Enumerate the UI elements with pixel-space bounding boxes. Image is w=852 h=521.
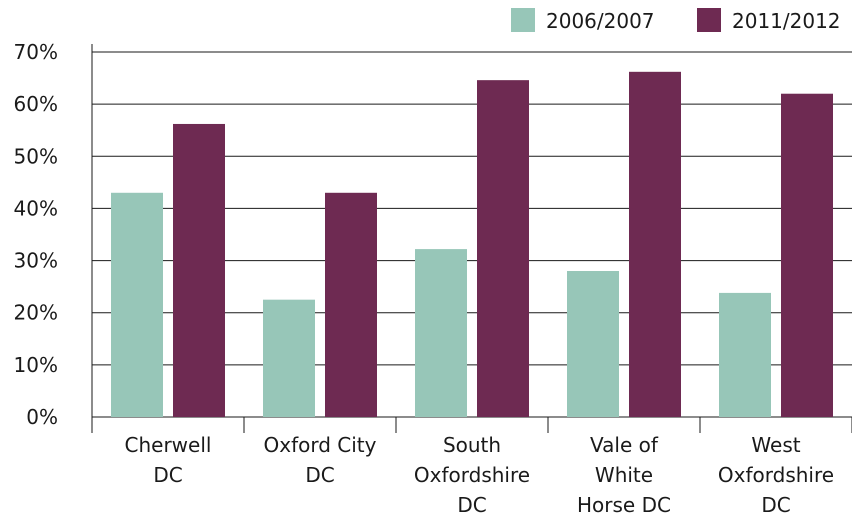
x-category-label-line: South [443, 433, 501, 457]
x-category-label: South Oxfordshire DC [414, 433, 530, 517]
x-category-label: Vale of White Horse DC [577, 433, 671, 517]
bar-2006-2007-0 [111, 192, 163, 417]
y-tick-label: 30% [14, 249, 58, 273]
y-tick-label: 70% [14, 40, 58, 64]
legend: 2006/2007 2011/2012 [511, 8, 841, 33]
legend-swatch [511, 8, 535, 32]
x-category-label-line: West [751, 433, 800, 457]
x-category-label-line: Oxford City [264, 433, 377, 457]
bar-2011-2012-4 [781, 93, 833, 417]
y-tick-label: 40% [14, 196, 58, 220]
x-category-label-line: DC [457, 493, 486, 517]
x-axis: Cherwell DC Oxford City DC South Oxfordshire D… [91, 417, 852, 517]
bar-2011-2012-2 [477, 80, 529, 418]
bar-2011-2012-3 [629, 71, 681, 418]
legend-label: 2011/2012 [732, 9, 841, 33]
y-tick-label: 20% [14, 301, 58, 325]
bar-2006-2007-3 [567, 271, 619, 417]
y-tick-label: 10% [14, 353, 58, 377]
y-tick-label: 50% [14, 144, 58, 168]
bar-2006-2007-4 [719, 292, 771, 417]
bar-2011-2012-1 [325, 192, 377, 417]
x-category-label-line: Vale of [590, 433, 659, 457]
x-category-label: Cherwell DC [125, 433, 212, 487]
y-tick-label: 60% [14, 92, 58, 116]
bar-2006-2007-2 [415, 249, 467, 417]
x-category-label: West Oxfordshire DC [718, 433, 834, 517]
x-category-label-line: DC [305, 463, 334, 487]
x-category-label-line: Horse DC [577, 493, 671, 517]
x-category-label-line: Cherwell [125, 433, 212, 457]
bar-2011-2012-0 [173, 123, 225, 417]
y-axis: 0% 10% 20% 30% 40% 50% 60% 70% [14, 40, 93, 429]
bars [111, 71, 833, 418]
x-category-label: Oxford City DC [264, 433, 377, 487]
x-category-label-line: DC [761, 493, 790, 517]
legend-label: 2006/2007 [546, 9, 655, 33]
x-category-label-line: Oxfordshire [414, 463, 530, 487]
bar-2006-2007-1 [263, 299, 315, 417]
x-category-label-line: White [595, 463, 653, 487]
legend-swatch [697, 8, 721, 32]
x-category-label-line: Oxfordshire [718, 463, 834, 487]
x-category-label-line: DC [153, 463, 182, 487]
y-tick-label: 0% [26, 405, 58, 429]
